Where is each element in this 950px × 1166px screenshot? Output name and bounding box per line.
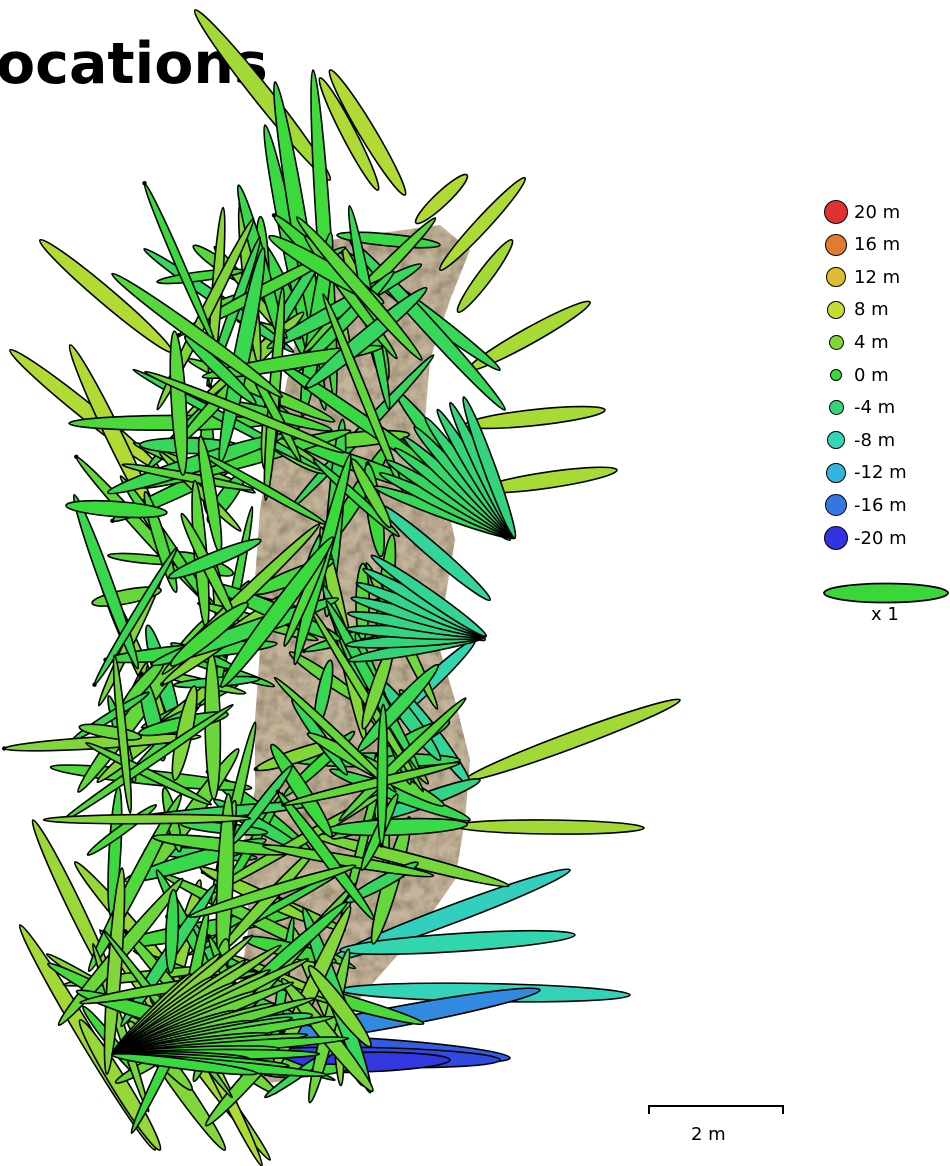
camera-error-ellipse [270, 743, 333, 838]
camera-error-ellipse [357, 663, 440, 753]
camera-error-ellipse [121, 463, 254, 491]
camera-error-ellipse [328, 69, 407, 196]
camera-error-ellipse [312, 457, 400, 538]
legend-item: 16 m [822, 232, 900, 258]
legend-item: 20 m [822, 199, 900, 225]
legend-swatch [822, 524, 850, 552]
camera-error-ellipse [38, 238, 174, 354]
legend-swatch [822, 426, 850, 454]
camera-error-ellipse [167, 538, 262, 580]
camera-error-ellipse [144, 370, 345, 454]
legend-item: 0 m [822, 362, 889, 388]
camera-error-ellipse [307, 965, 372, 1048]
camera-error-ellipse [273, 676, 397, 793]
legend-swatch [822, 263, 850, 291]
legend-swatch [822, 394, 850, 422]
legend-label: -20 m [854, 527, 907, 549]
camera-error-ellipse [112, 654, 133, 814]
legend-label: 16 m [854, 234, 901, 256]
camera-error-ellipse [85, 741, 213, 806]
legend-label: -8 m [854, 429, 896, 451]
camera-location-dot [379, 843, 384, 848]
legend-item: 12 m [822, 264, 900, 290]
camera-error-ellipse [370, 554, 487, 638]
camera-location-dot [74, 454, 79, 459]
legend-swatch [822, 296, 850, 324]
camera-error-ellipse [193, 9, 332, 181]
scale-ellipse-label: x 1 [871, 604, 899, 625]
legend-item: -4 m [822, 395, 895, 421]
camera-error-ellipse [350, 458, 392, 529]
camera-error-ellipse [454, 819, 645, 835]
camera-location-dot [253, 767, 259, 772]
camera-location-dot [110, 518, 115, 523]
camera-location-dot [303, 385, 309, 390]
camera-error-ellipse [456, 238, 514, 314]
legend-label: -4 m [854, 397, 896, 419]
camera-location-dot [281, 802, 286, 807]
legend-item: -8 m [822, 427, 895, 453]
camera-error-ellipse [339, 929, 576, 956]
legend-label: 0 m [854, 364, 889, 386]
camera-error-ellipse [169, 330, 188, 476]
camera-error-ellipse [111, 1052, 259, 1076]
camera-error-ellipse [165, 888, 180, 974]
camera-error-ellipse [65, 499, 168, 519]
camera-error-ellipse [72, 493, 140, 670]
scale-bar-line [648, 1105, 784, 1114]
camera-error-ellipse [462, 396, 517, 539]
camera-location-dot [92, 682, 97, 687]
camera-error-ellipse [414, 173, 469, 225]
legend-swatch [822, 459, 850, 487]
camera-error-ellipse [338, 697, 467, 822]
camera-location-dot [1, 746, 7, 751]
legend-item: 4 m [822, 329, 889, 355]
scale-bar [648, 1105, 784, 1114]
camera-error-ellipse [464, 405, 606, 430]
legend-item: -20 m [822, 525, 907, 551]
camera-location-dot [207, 383, 213, 388]
camera-location-dot [275, 789, 280, 794]
legend-swatch [822, 231, 850, 259]
legend-label: -12 m [854, 462, 907, 484]
legend-label: 8 m [854, 299, 889, 321]
scale-ellipse [823, 582, 949, 604]
legend-item: -16 m [822, 492, 907, 518]
legend-label: 20 m [854, 201, 901, 223]
camera-error-ellipse [438, 176, 527, 272]
camera-error-ellipse [318, 77, 380, 191]
scale-bar-label: 2 m [691, 1124, 726, 1145]
camera-error-ellipses [1, 9, 681, 1166]
camera-error-ellipse [183, 335, 257, 405]
camera-location-dot [365, 461, 370, 466]
camera-error-ellipse [220, 536, 335, 689]
camera-error-ellipse [295, 216, 423, 361]
camera-error-ellipse [169, 601, 249, 667]
legend-label: 12 m [854, 266, 901, 288]
camera-error-ellipse [464, 698, 681, 782]
legend-swatch [822, 491, 850, 519]
camera-location-dot [142, 181, 147, 186]
legend-swatch [822, 361, 850, 389]
camera-location-dot [206, 934, 212, 939]
legend-label: 4 m [854, 331, 889, 353]
camera-error-ellipse [322, 293, 404, 492]
camera-location-dot [271, 213, 277, 218]
legend-item: 8 m [822, 297, 889, 323]
camera-error-ellipse [42, 813, 252, 825]
legend-item: -12 m [822, 460, 907, 486]
camera-error-ellipse [467, 300, 591, 372]
camera-error-ellipse [111, 272, 284, 398]
legend-swatch [822, 328, 850, 356]
legend-swatch [822, 198, 850, 226]
camera-error-ellipse [103, 867, 126, 1075]
camera-location-dot [160, 682, 165, 687]
camera-error-ellipse [188, 864, 357, 919]
legend-label: -16 m [854, 494, 907, 516]
